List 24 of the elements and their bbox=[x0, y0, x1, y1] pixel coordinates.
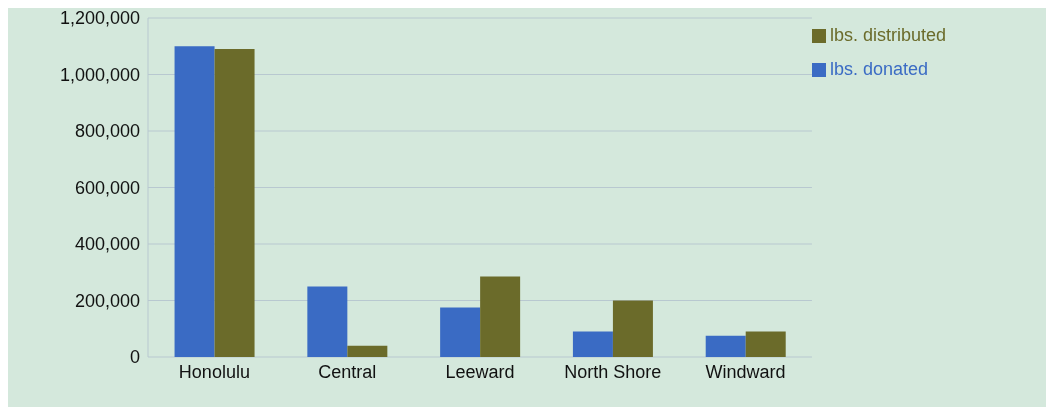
bar bbox=[572, 331, 613, 357]
bar bbox=[612, 300, 653, 357]
bar bbox=[440, 307, 481, 357]
y-tick-label: 1,000,000 bbox=[59, 64, 140, 85]
y-tick-label: 400,000 bbox=[74, 234, 140, 255]
bar bbox=[174, 46, 215, 357]
y-tick-label: 200,000 bbox=[74, 290, 140, 311]
bar bbox=[480, 276, 521, 357]
x-tick-label: Leeward bbox=[445, 361, 515, 382]
bar bbox=[214, 49, 255, 357]
legend-label: lbs. distributed bbox=[829, 25, 946, 45]
y-tick-label: 1,200,000 bbox=[59, 8, 140, 29]
y-tick-label: 600,000 bbox=[74, 177, 140, 198]
x-tick-label: Central bbox=[318, 361, 377, 382]
y-tick-label: 800,000 bbox=[74, 121, 140, 142]
x-tick-label: North Shore bbox=[564, 361, 662, 382]
y-tick-label: 0 bbox=[129, 347, 140, 368]
x-tick-label: Windward bbox=[705, 361, 786, 382]
x-tick-label: Honolulu bbox=[178, 361, 250, 382]
bar bbox=[307, 286, 348, 357]
bar bbox=[347, 345, 388, 357]
bar bbox=[745, 331, 786, 357]
legend-label: lbs. donated bbox=[829, 59, 929, 79]
bar bbox=[705, 335, 746, 357]
